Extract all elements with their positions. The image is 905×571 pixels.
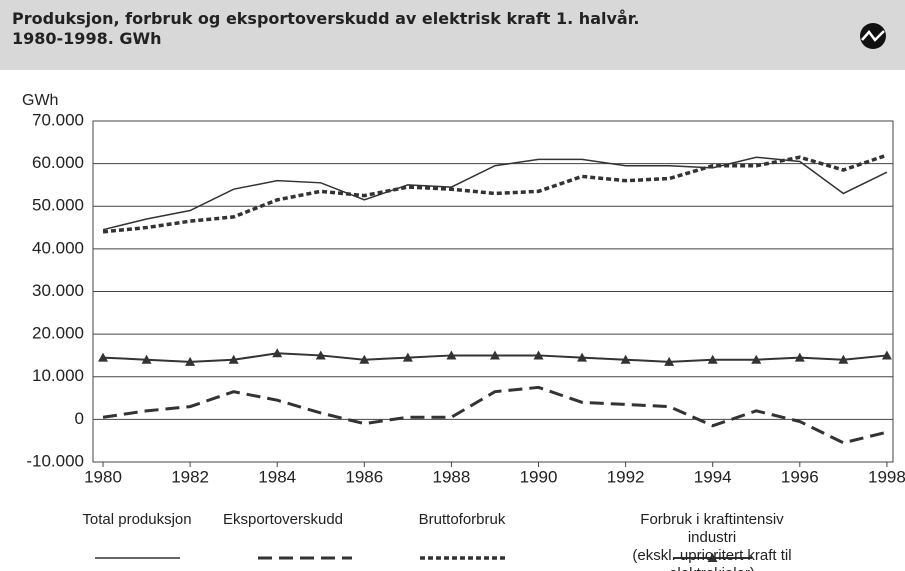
x-tick-label: 1980: [84, 467, 122, 486]
x-tick-label: 1994: [694, 467, 732, 486]
point-marker: [751, 354, 762, 364]
legend-label: Eksportoverskudd: [222, 511, 344, 528]
point-marker: [315, 350, 326, 360]
y-tick-label: 70.000: [32, 110, 84, 129]
point-marker: [881, 350, 892, 360]
chart-title: Produksjon, forbruk og eksportoverskudd …: [12, 9, 640, 48]
x-tick-label: 1990: [520, 467, 558, 486]
series-line: [102, 153, 888, 234]
legend-label: Forbruk i kraftintensiv industri (ekskl.…: [632, 511, 792, 571]
y-axis-label: GWh: [22, 92, 58, 109]
point-marker: [838, 354, 849, 364]
x-tick-label: 1982: [171, 467, 209, 486]
legend-marker: [707, 553, 718, 562]
header-band: [0, 0, 905, 70]
point-marker: [533, 350, 544, 360]
y-tick-label: -10.000: [26, 451, 84, 470]
x-tick-label: 1988: [432, 467, 470, 486]
y-tick-label: 60.000: [32, 153, 84, 172]
x-tick-label: 1998: [868, 467, 905, 486]
y-tick-label: 50.000: [32, 196, 84, 215]
y-tick-label: 10.000: [32, 366, 84, 385]
point-marker: [489, 350, 500, 360]
point-marker: [794, 352, 805, 362]
logo-mark: [861, 30, 885, 42]
y-tick-label: 30.000: [32, 281, 84, 300]
point-marker: [141, 354, 152, 364]
y-tick-label: 0: [75, 409, 84, 428]
x-tick-label: 1986: [345, 467, 383, 486]
legend-label: Total produksjon: [82, 511, 192, 528]
series-line: [102, 156, 888, 231]
series-line: [102, 385, 888, 445]
point-marker: [402, 352, 413, 362]
x-tick-label: 1984: [258, 467, 296, 486]
point-marker: [620, 354, 631, 364]
point-marker: [98, 352, 109, 362]
point-marker: [228, 354, 239, 364]
x-tick-label: 1996: [781, 467, 819, 486]
legend-label: Bruttoforbruk: [418, 511, 506, 528]
point-marker: [664, 356, 675, 366]
point-marker: [185, 356, 196, 366]
point-marker: [446, 350, 457, 360]
point-marker: [707, 354, 718, 364]
point-marker: [577, 352, 588, 362]
x-tick-label: 1992: [607, 467, 645, 486]
y-tick-label: 20.000: [32, 324, 84, 343]
point-marker: [359, 354, 370, 364]
point-marker: [272, 348, 283, 358]
y-tick-label: 40.000: [32, 238, 84, 257]
